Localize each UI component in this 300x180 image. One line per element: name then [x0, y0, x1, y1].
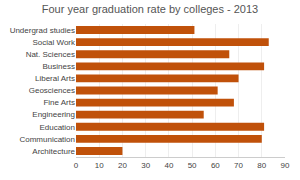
svg-text:30: 30 [141, 161, 150, 170]
svg-text:Liberal Arts: Liberal Arts [35, 74, 75, 83]
svg-text:Nat. Sciences: Nat. Sciences [26, 50, 75, 59]
svg-text:10: 10 [95, 161, 104, 170]
svg-text:90: 90 [281, 161, 290, 170]
svg-text:Four year graduation rate by c: Four year graduation rate by colleges - … [42, 3, 258, 15]
svg-text:Communication: Communication [19, 135, 75, 144]
svg-text:80: 80 [257, 161, 266, 170]
svg-text:Architecture: Architecture [32, 147, 75, 156]
svg-text:Education: Education [39, 123, 75, 132]
svg-text:Social Work: Social Work [32, 38, 76, 47]
svg-text:Geosciences: Geosciences [29, 86, 75, 95]
svg-text:0: 0 [74, 161, 79, 170]
svg-text:60: 60 [211, 161, 220, 170]
svg-text:Undergrad studies: Undergrad studies [10, 26, 75, 35]
svg-text:Fine Arts: Fine Arts [43, 98, 75, 107]
svg-text:40: 40 [164, 161, 173, 170]
svg-text:70: 70 [234, 161, 243, 170]
svg-text:Engineering: Engineering [32, 110, 75, 119]
svg-text:20: 20 [118, 161, 127, 170]
svg-text:Business: Business [43, 62, 75, 71]
svg-text:50: 50 [188, 161, 197, 170]
